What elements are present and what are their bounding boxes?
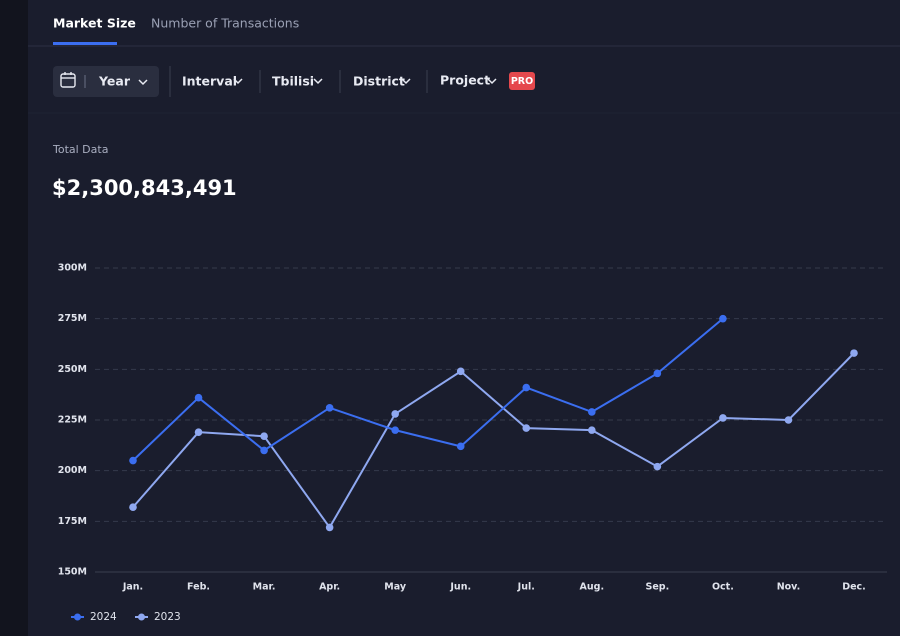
tab[interactable]: Market Size bbox=[53, 16, 136, 31]
y-tick-label: 225M bbox=[58, 415, 87, 426]
y-tick-label: 150M bbox=[58, 567, 87, 578]
point bbox=[129, 503, 137, 511]
filter[interactable]: Interval bbox=[182, 74, 237, 89]
chevron bbox=[487, 78, 497, 85]
chevron bbox=[138, 79, 148, 86]
point bbox=[588, 426, 596, 434]
point bbox=[391, 426, 399, 434]
point bbox=[588, 408, 596, 416]
point bbox=[653, 369, 662, 378]
x-tick-label: Jun. bbox=[449, 582, 471, 593]
x-tick-label: Apr. bbox=[319, 582, 340, 593]
point bbox=[260, 446, 268, 455]
series-line bbox=[132, 317, 724, 462]
filter[interactable]: District bbox=[353, 74, 405, 89]
x-tick-label: Nov. bbox=[777, 582, 801, 593]
point bbox=[784, 416, 793, 424]
point bbox=[129, 456, 137, 465]
tab-underline bbox=[53, 42, 117, 45]
chevron bbox=[313, 78, 323, 85]
x-tick-label: Oct. bbox=[712, 582, 734, 593]
total-label: Total Data bbox=[52, 143, 108, 156]
point bbox=[456, 442, 465, 451]
series-line bbox=[132, 352, 855, 530]
chevron bbox=[233, 78, 243, 85]
point bbox=[850, 349, 858, 357]
total-value: $2,300,843,491 bbox=[52, 176, 237, 200]
x-tick-label: May bbox=[384, 582, 407, 593]
y-tick-label: 200M bbox=[58, 465, 87, 476]
legend-label: 2024 bbox=[90, 611, 117, 623]
filter[interactable]: Tbilisi bbox=[272, 74, 314, 89]
sidebar bbox=[0, 0, 28, 636]
pro-badge bbox=[509, 72, 535, 90]
chart: 150M 175M 200M 225M 250M 275M 300M Jan. Feb. Mar.… bbox=[58, 263, 887, 623]
point bbox=[456, 367, 465, 376]
filter[interactable]: Project bbox=[440, 73, 490, 88]
x-tick-label: Aug. bbox=[580, 582, 605, 593]
x-tick-label: Jan. bbox=[122, 582, 143, 593]
filter[interactable]: Year bbox=[98, 74, 131, 89]
y-tick-label: 250M bbox=[58, 364, 87, 375]
year-button[interactable] bbox=[53, 66, 159, 97]
point bbox=[522, 424, 531, 432]
point bbox=[719, 314, 727, 323]
point bbox=[522, 383, 531, 392]
chevron bbox=[401, 78, 411, 85]
x-tick-label: Mar. bbox=[253, 582, 276, 593]
y-tick-label: 300M bbox=[58, 263, 87, 274]
point bbox=[391, 410, 399, 418]
point bbox=[325, 523, 334, 532]
y-tick-label: 275M bbox=[58, 313, 87, 324]
x-tick-label: Feb. bbox=[187, 582, 210, 593]
point bbox=[260, 432, 268, 441]
badge-text: PRO bbox=[511, 76, 533, 87]
point bbox=[194, 393, 203, 402]
y-tick-label: 175M bbox=[58, 516, 87, 527]
point bbox=[194, 428, 203, 436]
legend-label: 2023 bbox=[154, 611, 181, 623]
legend-dot bbox=[74, 613, 81, 621]
point bbox=[325, 404, 334, 412]
x-tick-label: Sep. bbox=[646, 582, 670, 593]
legend-dot bbox=[138, 613, 145, 621]
x-tick-label: Jul. bbox=[517, 582, 535, 593]
point bbox=[653, 462, 662, 471]
point bbox=[719, 414, 727, 422]
calendar-icon bbox=[60, 72, 76, 88]
tab[interactable]: Number of Transactions bbox=[151, 16, 299, 31]
x-tick-label: Dec. bbox=[842, 582, 866, 593]
